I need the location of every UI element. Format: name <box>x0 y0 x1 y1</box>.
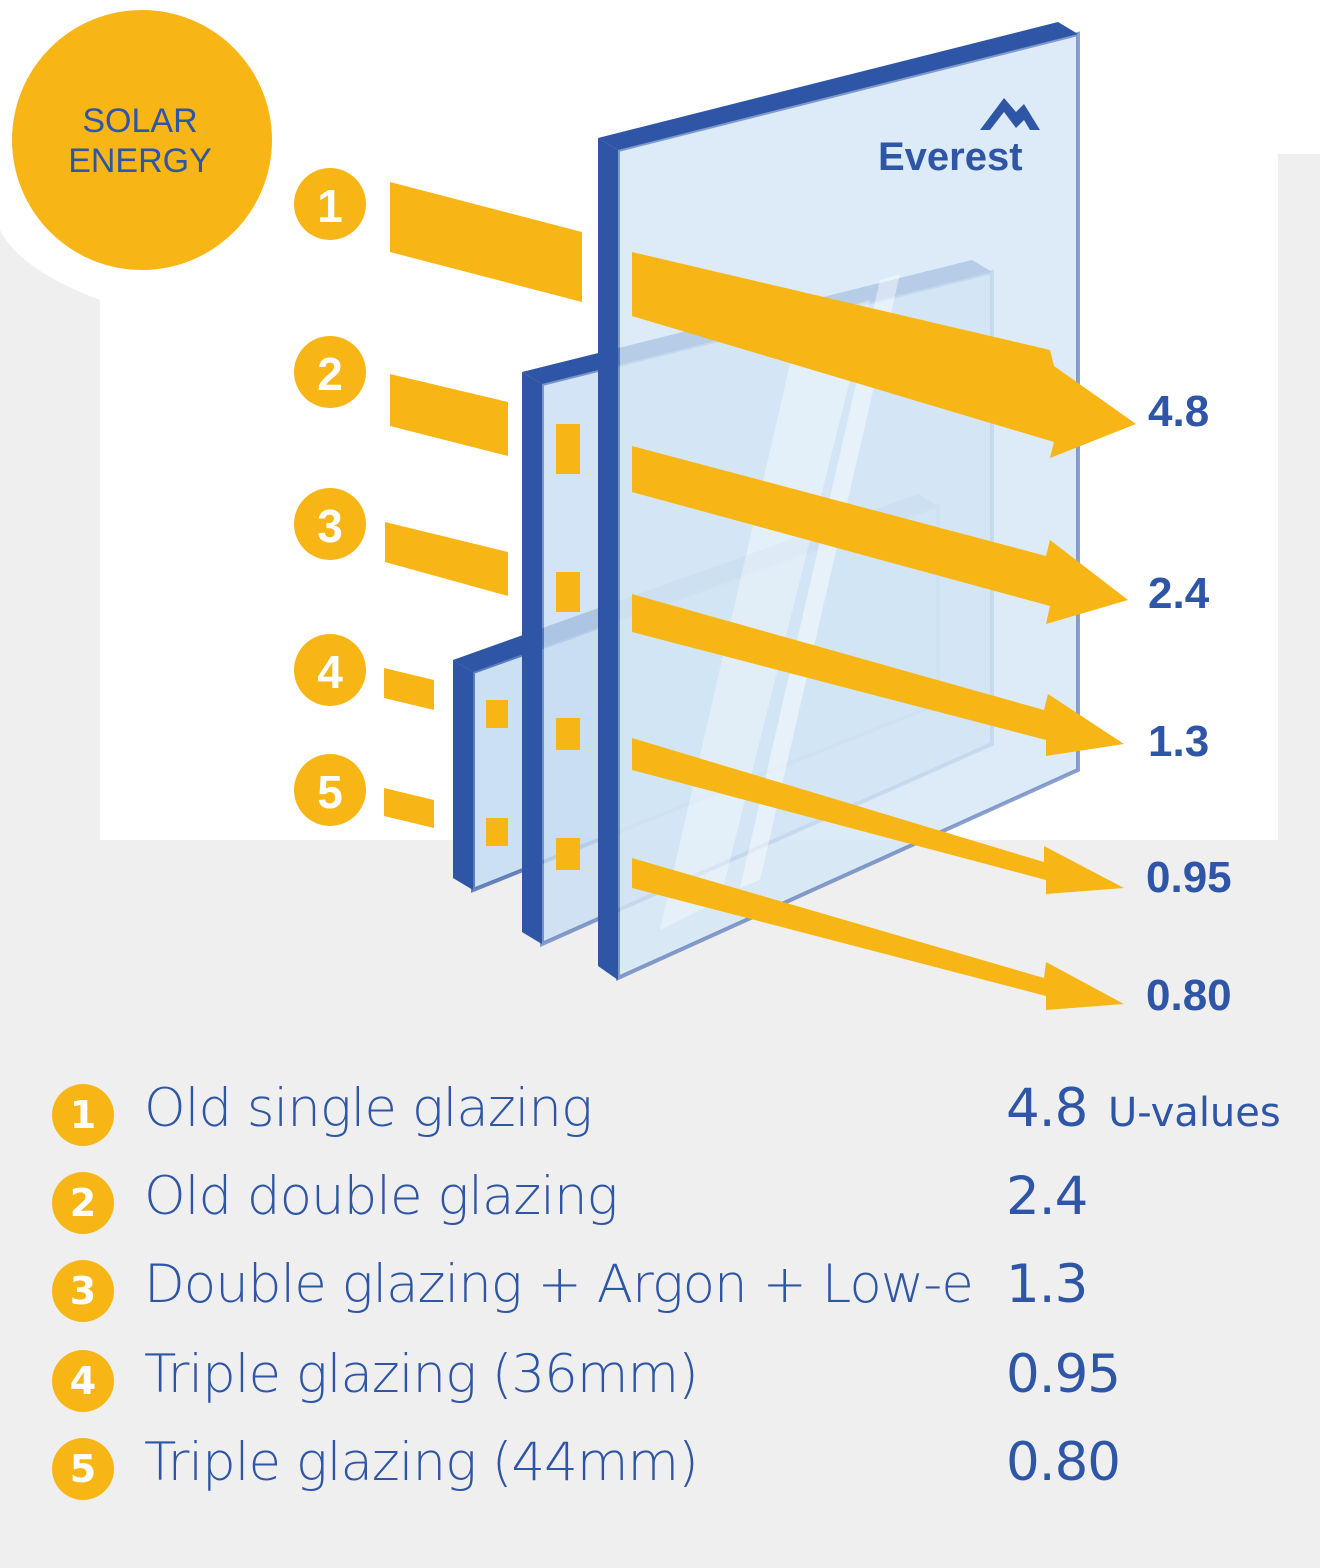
legend-row-2: 2 Old double glazing 2.4 <box>52 1166 1312 1238</box>
badge-line1: SOLAR <box>82 102 197 140</box>
legend-row-3: 3 Double glazing + Argon + Low-e 1.3 <box>52 1254 1312 1326</box>
mountain-icon <box>980 98 1040 130</box>
sun-icon <box>12 10 272 270</box>
arrow-segments-a <box>486 700 508 846</box>
arrow-5 <box>632 858 1124 1010</box>
arrow-marker-1: 1 <box>294 168 366 240</box>
legend-label-2: Old double glazing <box>144 1166 618 1227</box>
everest-logo: Everest <box>878 98 1040 179</box>
logo-text: Everest <box>878 135 1023 179</box>
arrow-3 <box>632 594 1124 756</box>
legend-number-4: 4 <box>52 1350 114 1412</box>
legend-number-2: 2 <box>52 1172 114 1234</box>
arrow-4 <box>632 738 1124 894</box>
arrow-2 <box>632 446 1128 624</box>
solar-energy-badge: SOLAR ENERGY <box>12 10 272 270</box>
svg-text:2: 2 <box>317 348 343 400</box>
arrow-marker-5: 5 <box>294 754 366 826</box>
legend-value-5: 0.80 <box>1006 1432 1121 1493</box>
badge-line2: ENERGY <box>68 142 212 180</box>
arrow-segments-b <box>556 424 580 870</box>
legend-value-4: 0.95 <box>1006 1344 1121 1405</box>
arrow-value-2: 2.4 <box>1148 569 1210 618</box>
legend-label-5: Triple glazing (44mm) <box>144 1432 699 1493</box>
arrow-value-1: 4.8 <box>1148 387 1209 436</box>
legend-number-3: 3 <box>52 1260 114 1322</box>
arrow-marker-2: 2 <box>294 336 366 408</box>
legend-value-3: 1.3 <box>1006 1254 1088 1315</box>
legend-row-1: 1 Old single glazing 4.8 U-values <box>52 1078 1312 1150</box>
svg-text:3: 3 <box>317 500 343 552</box>
svg-text:1: 1 <box>317 180 343 232</box>
arrow-values: 4.8 2.4 1.3 0.95 0.80 <box>1146 387 1232 1020</box>
arrow-marker-4: 4 <box>294 634 366 706</box>
legend-label-3: Double glazing + Argon + Low-e <box>144 1254 974 1315</box>
legend-label-1: Old single glazing <box>144 1078 593 1139</box>
svg-text:5: 5 <box>317 766 343 818</box>
svg-text:4: 4 <box>317 646 343 698</box>
arrow-value-3: 1.3 <box>1148 717 1209 766</box>
arrow-tails <box>384 182 582 828</box>
legend-value-1: 4.8 <box>1006 1078 1088 1139</box>
legend-number-5: 5 <box>52 1438 114 1500</box>
arrow-marker-3: 3 <box>294 488 366 560</box>
legend-unit: U-values <box>1108 1090 1281 1136</box>
legend-row-5: 5 Triple glazing (44mm) 0.80 <box>52 1432 1312 1504</box>
legend-label-4: Triple glazing (36mm) <box>144 1344 699 1405</box>
arrow-value-5: 0.80 <box>1146 971 1232 1020</box>
arrow-number-markers: 1 2 3 4 5 <box>294 168 366 826</box>
arrow-1 <box>632 252 1136 458</box>
legend-value-2: 2.4 <box>1006 1166 1088 1227</box>
arrow-heads <box>632 252 1136 1010</box>
legend-number-1: 1 <box>52 1084 114 1146</box>
arrow-value-4: 0.95 <box>1146 853 1232 902</box>
legend-row-4: 4 Triple glazing (36mm) 0.95 <box>52 1344 1312 1416</box>
